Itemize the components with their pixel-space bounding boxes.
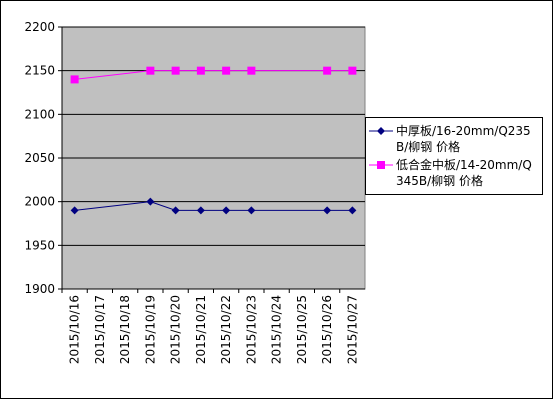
legend-label: 中厚板/16-20mm/Q235B/柳钢 价格 <box>396 124 531 154</box>
marker <box>222 206 231 215</box>
x-tick-label: 2015/10/27 <box>345 295 359 364</box>
marker <box>323 206 332 215</box>
marker <box>247 66 256 75</box>
legend-key <box>369 127 393 135</box>
marker <box>323 66 332 75</box>
y-tick-label: 2150 <box>24 64 55 78</box>
x-tick-label: 2015/10/26 <box>320 295 334 364</box>
legend-key <box>369 161 393 169</box>
series-line <box>74 201 353 211</box>
y-tick-label: 1900 <box>24 282 55 296</box>
x-tick-label: 2015/10/18 <box>118 295 132 364</box>
marker <box>247 206 256 215</box>
marker <box>348 66 357 75</box>
y-tick-label: 2100 <box>24 107 55 121</box>
x-tick-label: 2015/10/23 <box>244 295 258 364</box>
y-tick-label: 2000 <box>24 195 55 209</box>
y-tick-label: 2200 <box>24 20 55 34</box>
x-tick-label: 2015/10/17 <box>93 295 107 364</box>
marker <box>146 197 155 206</box>
marker <box>171 66 180 75</box>
y-tick-label: 1950 <box>24 238 55 252</box>
legend-item: 低合金中板/14-20mm/Q345B/柳钢 价格 <box>366 157 542 189</box>
legend-item: 中厚板/16-20mm/Q235B/柳钢 价格 <box>366 123 542 155</box>
legend-marker <box>377 127 385 135</box>
x-tick-label: 2015/10/16 <box>68 295 82 364</box>
marker <box>196 206 205 215</box>
marker <box>222 66 231 75</box>
marker <box>171 206 180 215</box>
x-tick-label: 2015/10/24 <box>270 295 284 364</box>
x-tick-label: 2015/10/20 <box>169 295 183 364</box>
legend-marker <box>377 161 385 169</box>
series-line <box>74 70 353 80</box>
y-tick-label: 2050 <box>24 151 55 165</box>
marker <box>70 75 79 84</box>
legend-label: 低合金中板/14-20mm/Q345B/柳钢 价格 <box>396 158 532 188</box>
x-tick-label: 2015/10/21 <box>194 295 208 364</box>
legend: 中厚板/16-20mm/Q235B/柳钢 价格 低合金中板/14-20mm/Q34… <box>365 117 543 195</box>
marker <box>348 206 357 215</box>
x-tick-label: 2015/10/22 <box>219 295 233 364</box>
x-tick-label: 2015/10/25 <box>295 295 309 364</box>
x-tick-label: 2015/10/19 <box>143 295 157 364</box>
marker <box>146 66 155 75</box>
marker <box>70 206 79 215</box>
marker <box>196 66 205 75</box>
